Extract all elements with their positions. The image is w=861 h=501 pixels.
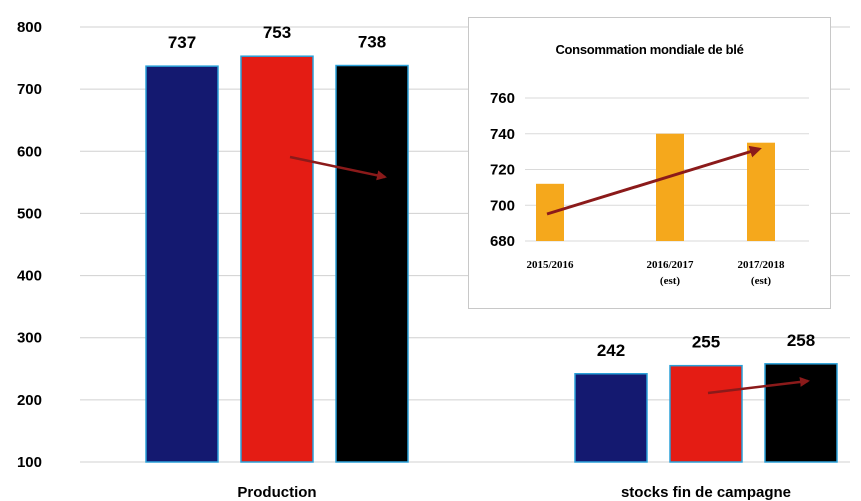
inset-y-axis-ticks: 760 740 720 700 680 [490, 90, 515, 250]
bar [145, 65, 219, 463]
category-label: Production [237, 484, 316, 501]
inset-chart-title: Consommation mondiale de blé [555, 42, 744, 57]
inset-category-sublabel: (est) [660, 275, 680, 287]
bar-value-label: 738 [358, 33, 386, 52]
bar-value-label: 255 [692, 333, 720, 352]
inset-category-label: 2016/2017 [646, 259, 694, 271]
inset-y-tick-label: 760 [490, 90, 515, 107]
inset-y-tick-label: 680 [490, 233, 515, 250]
inset-trend-arrow [546, 145, 762, 216]
bar [669, 364, 743, 463]
inset-y-tick-label: 740 [490, 126, 515, 143]
inset-chart: Consommation mondiale de blé 760 740 720 70… [468, 17, 831, 309]
y-tick-label: 100 [17, 454, 42, 471]
bar-value-label: 258 [787, 331, 815, 350]
y-tick-label: 300 [17, 330, 42, 347]
inset-bar [747, 142, 775, 241]
inset-bar [656, 133, 684, 241]
inset-y-tick-label: 720 [490, 162, 515, 179]
y-tick-label: 500 [17, 205, 42, 222]
inset-category-label: 2017/2018 [737, 259, 785, 271]
bar-value-label: 737 [168, 33, 196, 52]
y-axis-ticks: 800 700 600 500 400 300 200 100 [17, 19, 42, 471]
value-labels: 737 753 738 242 255 258 [168, 23, 815, 360]
category-label: stocks fin de campagne [621, 484, 791, 501]
trend-arrows [289, 155, 810, 395]
bar [240, 55, 314, 463]
inset-trend-arrow-line [546, 145, 762, 216]
y-tick-label: 600 [17, 143, 42, 160]
inset-bars [536, 133, 775, 241]
category-labels: Production stocks fin de campagne [237, 484, 791, 501]
y-tick-label: 700 [17, 81, 42, 98]
trend-arrow [289, 155, 387, 181]
bars [145, 55, 838, 463]
inset-category-labels: 2015/2016 2016/2017 (est) 2017/2018 (est) [526, 259, 785, 287]
bar [764, 363, 838, 463]
inset-category-sublabel: (est) [751, 275, 771, 287]
inset-y-tick-label: 700 [490, 197, 515, 214]
inset-category-label: 2015/2016 [526, 259, 574, 271]
y-tick-label: 200 [17, 392, 42, 409]
trend-arrow [707, 376, 810, 395]
y-tick-label: 400 [17, 268, 42, 285]
bar [335, 64, 409, 463]
bar-value-label: 753 [263, 23, 291, 42]
bar [574, 373, 648, 463]
y-tick-label: 800 [17, 19, 42, 36]
bar-value-label: 242 [597, 341, 625, 360]
